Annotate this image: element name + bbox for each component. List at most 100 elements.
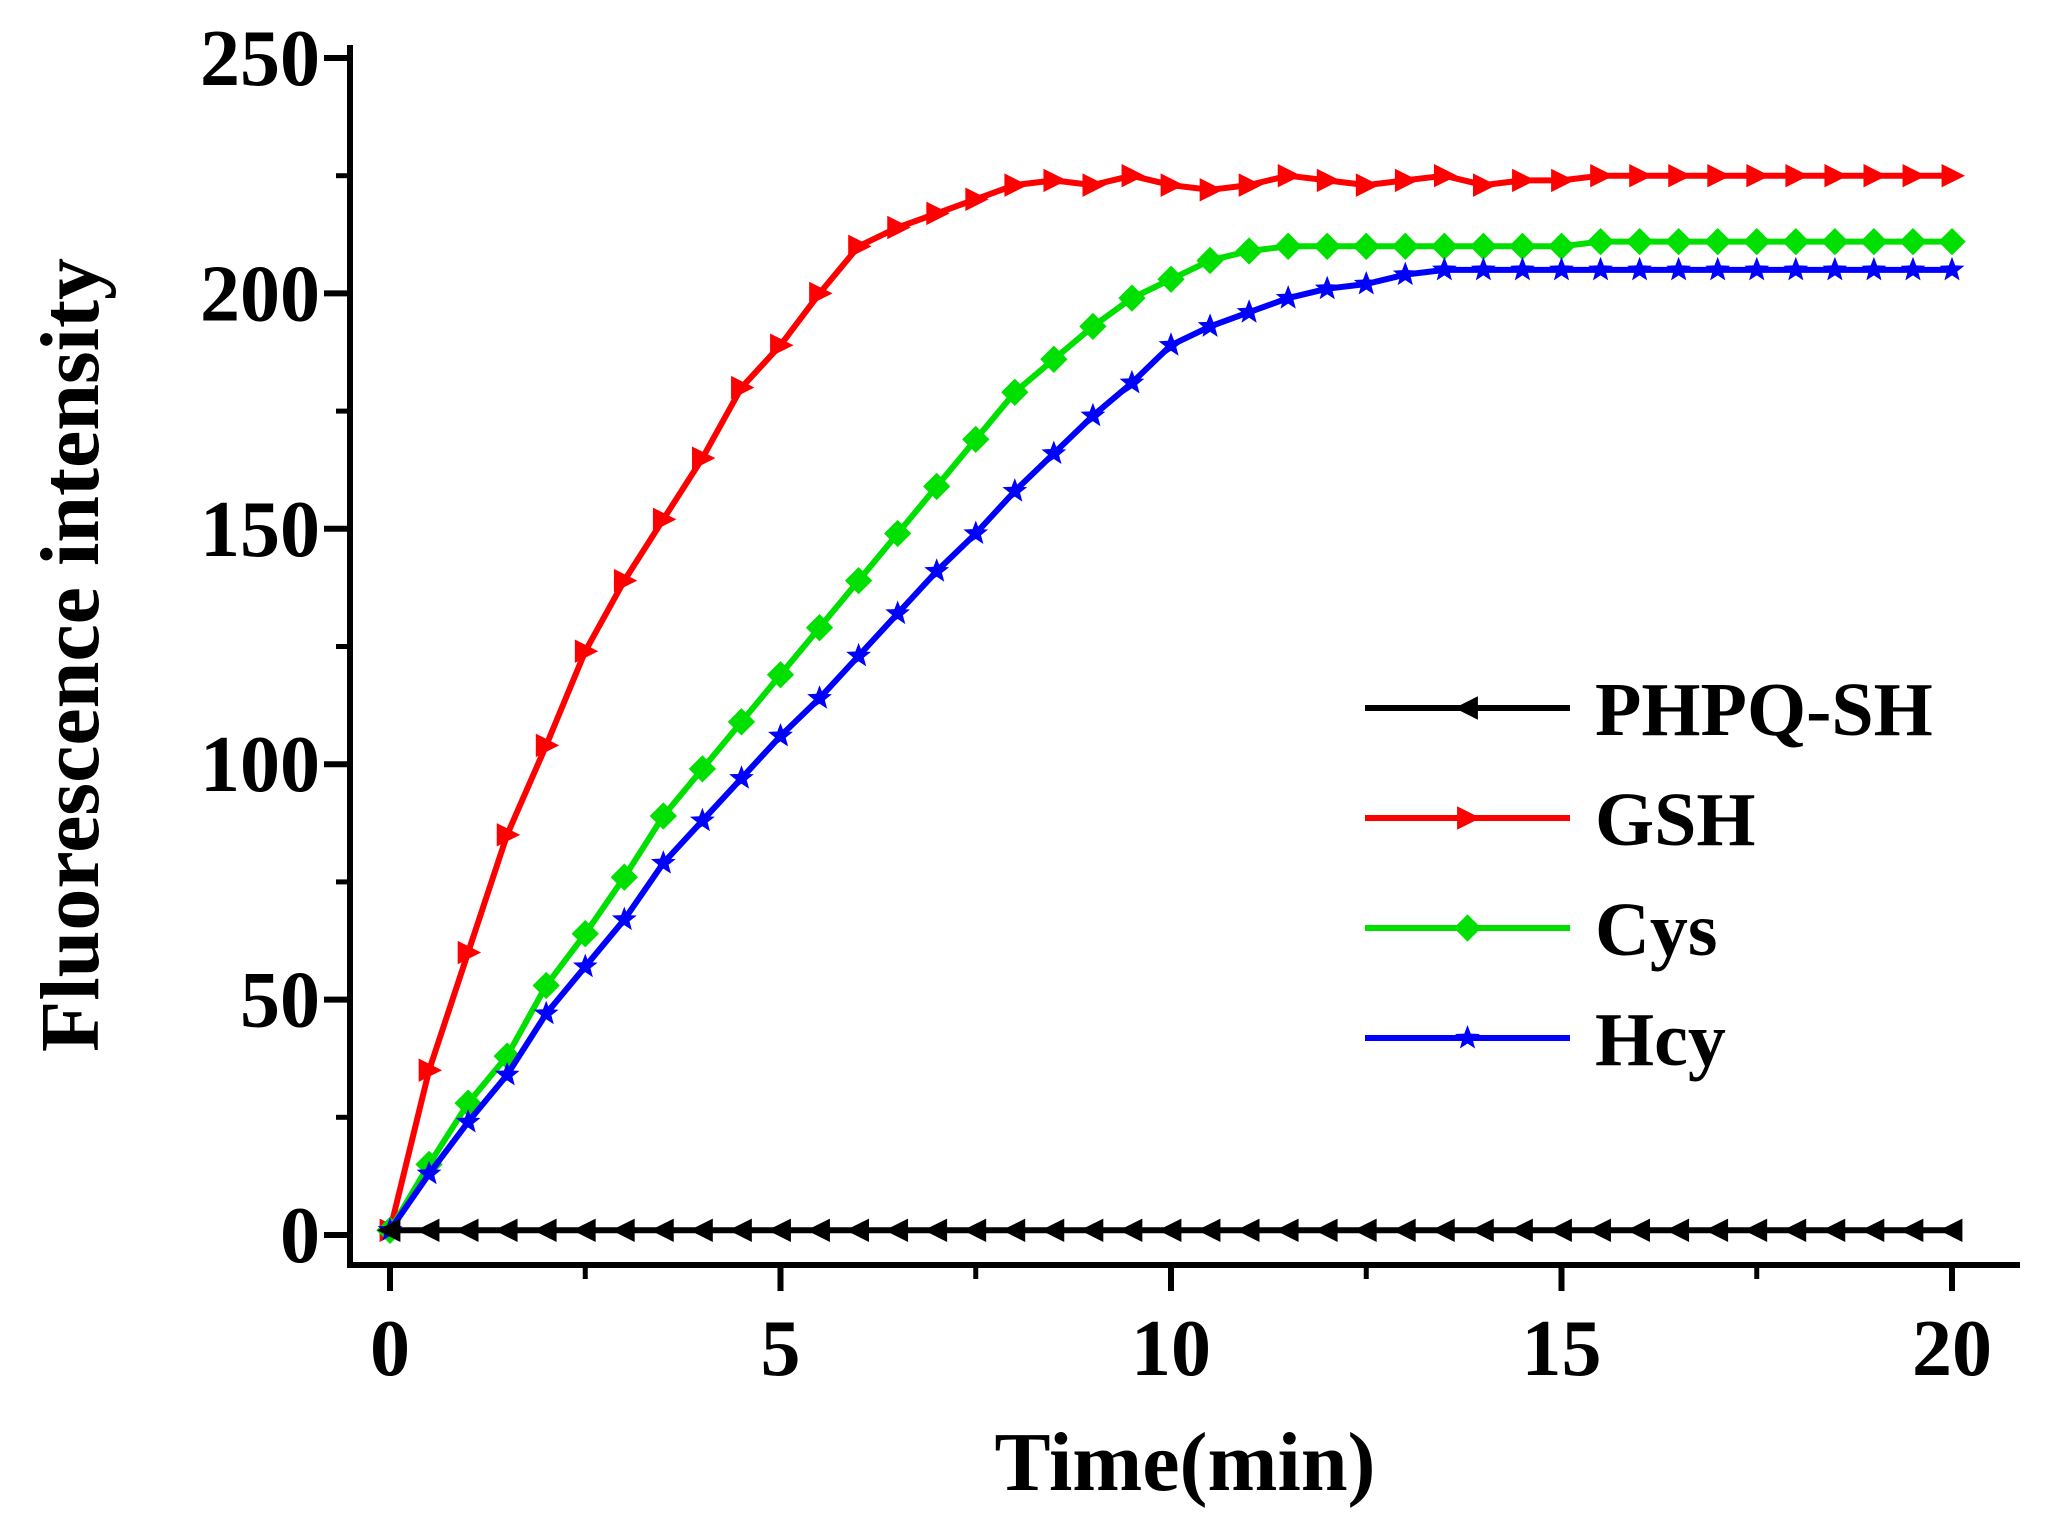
data-point	[731, 375, 755, 400]
legend-item-phpq-sh: PHPQ-SH	[1365, 668, 1933, 752]
data-point	[692, 446, 716, 470]
legend-item-cys: Cys	[1365, 888, 1717, 972]
data-point	[416, 1160, 442, 1185]
data-point	[1470, 1218, 1494, 1242]
data-point	[613, 568, 638, 593]
data-point	[1938, 227, 1966, 256]
data-point	[768, 723, 793, 747]
data-point	[1939, 1218, 1963, 1242]
y-axis-ticks: 0 50 100 150 200 250	[200, 15, 350, 1280]
data-point	[1274, 232, 1302, 260]
data-point	[1235, 237, 1263, 265]
data-point	[1782, 1218, 1807, 1242]
data-point	[1430, 232, 1458, 260]
data-point	[767, 1218, 791, 1242]
data-point	[533, 1218, 557, 1242]
x-tick-label: 0	[370, 1305, 410, 1393]
series-layer	[376, 164, 1966, 1244]
data-point	[688, 755, 717, 783]
data-point	[535, 733, 560, 758]
data-point	[1158, 332, 1184, 356]
data-point	[805, 614, 834, 642]
data-point	[1431, 1218, 1455, 1242]
data-point	[1314, 1218, 1338, 1242]
data-point	[885, 600, 910, 625]
data-point	[962, 425, 990, 453]
data-point	[1313, 232, 1341, 260]
data-point	[494, 1218, 518, 1242]
series-cys	[376, 227, 1966, 1244]
data-point	[1433, 164, 1458, 188]
data-point	[963, 520, 989, 544]
x-tick-label: 10	[1131, 1305, 1211, 1393]
x-axis-ticks: 0 5 10 15 20	[370, 1265, 1992, 1393]
legend-item-gsh: GSH	[1365, 778, 1756, 862]
x-tick-label: 20	[1912, 1305, 1992, 1393]
data-point	[1547, 232, 1576, 260]
data-point	[1590, 164, 1614, 188]
data-point	[1782, 227, 1810, 256]
data-point	[884, 519, 912, 548]
data-point	[1002, 478, 1028, 502]
data-point	[1199, 178, 1224, 202]
legend-marker	[1457, 806, 1481, 830]
data-point	[1079, 1218, 1104, 1242]
x-tick-label: 5	[761, 1305, 801, 1393]
data-point	[1899, 227, 1927, 256]
data-point	[1704, 1218, 1729, 1242]
data-point	[1040, 345, 1068, 373]
data-point	[924, 558, 950, 582]
y-tick-label: 50	[240, 957, 320, 1045]
data-point	[1391, 232, 1419, 260]
data-point	[1394, 168, 1419, 193]
axes: 0 50 100 150 200 250 0 5 10 15 20	[200, 15, 2020, 1393]
data-point	[1821, 227, 1849, 256]
data-point	[493, 1042, 521, 1070]
data-point	[1157, 265, 1185, 293]
data-point	[1040, 1218, 1065, 1242]
data-point	[1863, 164, 1887, 188]
data-point	[1900, 256, 1926, 281]
data-point	[770, 333, 794, 357]
data-point	[1512, 168, 1536, 193]
data-point	[572, 953, 598, 978]
data-point	[728, 1218, 752, 1242]
data-point	[1665, 1218, 1690, 1242]
data-point	[1314, 275, 1340, 300]
data-point	[1079, 312, 1107, 341]
data-point	[1629, 164, 1653, 188]
data-point	[611, 906, 637, 931]
data-point	[1353, 1218, 1377, 1242]
data-point	[1432, 256, 1457, 281]
data-point	[494, 1061, 520, 1086]
data-point	[1197, 313, 1223, 337]
data-point	[1041, 440, 1067, 464]
data-point	[1392, 261, 1418, 286]
legend-marker	[1453, 914, 1482, 942]
data-point	[1586, 227, 1615, 256]
data-point	[1004, 173, 1028, 197]
data-point	[1353, 271, 1379, 295]
legend-label: GSH	[1595, 778, 1756, 862]
y-tick-label: 150	[200, 486, 320, 574]
data-point	[1625, 227, 1654, 256]
legend: PHPQ-SH GSH Cys Hcy	[1365, 668, 1933, 1082]
data-point	[1510, 256, 1535, 281]
data-point	[807, 685, 832, 709]
data-point	[1821, 1218, 1846, 1242]
data-point	[418, 1058, 443, 1082]
data-point	[377, 1218, 401, 1242]
data-point	[1001, 378, 1029, 406]
legend-marker	[1455, 1025, 1480, 1049]
data-point	[1626, 1218, 1650, 1242]
data-point	[1469, 232, 1498, 260]
data-point	[1941, 164, 1965, 188]
data-point	[1043, 168, 1067, 193]
data-point	[844, 566, 873, 595]
y-tick-label: 0	[280, 1192, 320, 1280]
legend-label: Cys	[1595, 888, 1717, 972]
data-point	[1860, 227, 1888, 256]
y-tick-label: 100	[200, 721, 320, 809]
data-point	[1275, 285, 1301, 309]
